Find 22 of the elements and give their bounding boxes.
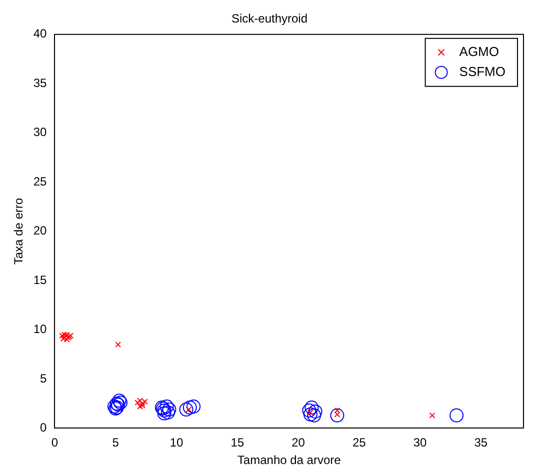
- x-tick-label: 30: [413, 436, 428, 450]
- legend-label: AGMO: [459, 44, 500, 59]
- y-tick-label: 30: [33, 125, 48, 140]
- y-tick-label: 5: [40, 371, 48, 386]
- legend-label: SSFMO: [459, 64, 506, 79]
- y-tick-label: 10: [33, 322, 48, 336]
- x-tick-label: 10: [170, 436, 184, 450]
- x-tick-label: 0: [51, 436, 58, 450]
- x-tick-label: 15: [230, 436, 244, 450]
- x-tick-label: 5: [112, 436, 120, 450]
- chart-title: Sick-euthyroid: [231, 12, 308, 26]
- y-tick-label: 0: [40, 420, 48, 435]
- x-tick-label: 20: [292, 436, 306, 450]
- y-tick-label: 15: [33, 272, 48, 287]
- x-tick-label: 25: [352, 436, 366, 450]
- y-tick-label: 25: [33, 174, 48, 188]
- x-tick-label: 35: [474, 436, 488, 450]
- y-axis-title: Taxa de erro: [12, 198, 26, 265]
- y-tick-label: 35: [33, 76, 48, 90]
- y-tick-label: 20: [33, 224, 48, 238]
- x-axis-title: Tamanho da arvore: [237, 453, 342, 468]
- y-tick-label: 40: [33, 26, 48, 41]
